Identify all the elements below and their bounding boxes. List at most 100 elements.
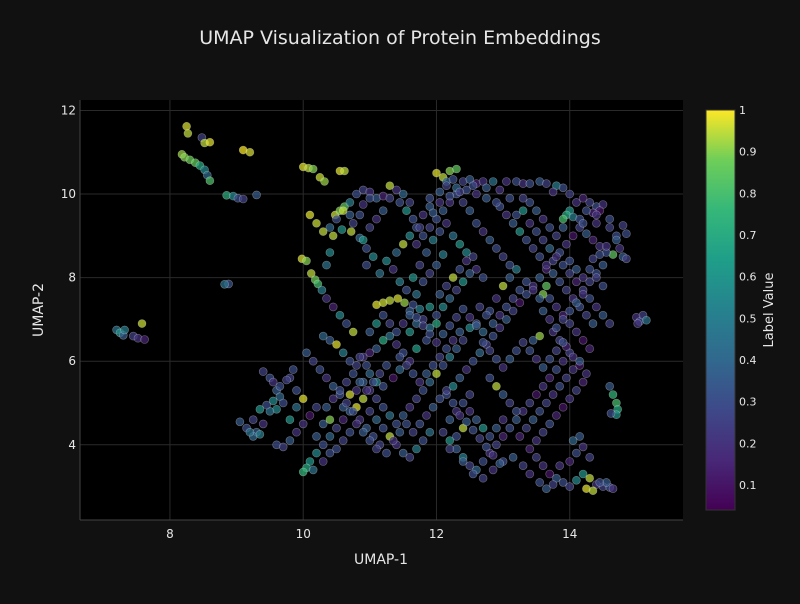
data-point	[545, 419, 555, 429]
data-point	[472, 264, 481, 274]
data-point	[275, 392, 285, 402]
data-point	[588, 235, 598, 245]
data-point	[318, 457, 328, 466]
data-point	[512, 210, 521, 220]
data-point	[352, 386, 361, 395]
data-point	[488, 450, 498, 460]
data-point	[578, 193, 588, 203]
data-point	[345, 210, 355, 220]
data-point	[442, 181, 451, 190]
data-point	[445, 321, 455, 331]
data-point	[418, 436, 428, 445]
data-point	[606, 409, 616, 418]
data-point	[492, 244, 501, 253]
data-point	[245, 427, 255, 437]
data-point	[558, 356, 568, 366]
data-point	[458, 335, 468, 345]
data-point	[298, 419, 308, 429]
data-point	[468, 425, 478, 435]
y-tick-labels: 4 6 8 10 12	[61, 103, 76, 451]
data-point	[338, 206, 348, 215]
data-point	[512, 346, 521, 356]
axes	[79, 100, 683, 521]
data-point	[255, 404, 265, 414]
data-point	[568, 352, 578, 362]
data-point	[455, 327, 465, 337]
data-point	[495, 185, 505, 195]
data-point	[512, 264, 521, 274]
data-point	[435, 187, 445, 197]
data-point	[518, 338, 528, 347]
data-point	[532, 206, 541, 215]
data-point	[352, 419, 361, 429]
data-point	[372, 394, 381, 404]
data-point	[393, 294, 403, 303]
data-point	[425, 329, 435, 339]
data-point	[388, 264, 398, 274]
data-point	[568, 436, 578, 445]
colorbar-title: Label Value	[762, 273, 777, 348]
data-point	[615, 244, 625, 253]
data-point	[425, 427, 435, 437]
data-point	[358, 427, 368, 437]
data-point	[298, 467, 308, 477]
data-point	[368, 252, 378, 262]
data-point	[235, 417, 245, 427]
data-point	[495, 323, 505, 333]
x-tick-label: 10	[296, 527, 311, 541]
data-point	[478, 473, 488, 483]
data-point	[448, 175, 458, 184]
data-point	[588, 254, 598, 264]
data-point	[362, 386, 371, 395]
data-point	[545, 373, 555, 383]
data-point	[395, 277, 405, 287]
data-point	[438, 427, 448, 437]
data-point	[388, 373, 398, 383]
data-point	[402, 419, 411, 429]
data-point	[278, 442, 288, 452]
data-point	[317, 285, 327, 295]
data-point	[355, 377, 365, 387]
data-point	[555, 277, 565, 287]
data-point	[505, 423, 515, 433]
data-point	[472, 219, 481, 228]
data-point	[548, 390, 558, 399]
data-point	[495, 459, 505, 468]
data-point	[455, 187, 465, 197]
data-point	[545, 315, 555, 324]
data-point	[378, 381, 388, 391]
data-point	[622, 229, 631, 238]
data-point	[348, 219, 358, 228]
data-point	[425, 223, 435, 232]
data-point	[365, 436, 375, 445]
data-point	[498, 390, 508, 399]
data-point	[465, 269, 475, 278]
data-point	[575, 356, 585, 366]
data-point	[462, 417, 471, 427]
data-point	[365, 327, 375, 337]
data-point	[552, 411, 561, 420]
data-point	[335, 386, 345, 395]
data-point	[455, 239, 465, 249]
data-point	[505, 193, 515, 203]
data-point	[492, 423, 501, 433]
data-point	[465, 461, 475, 471]
data-point	[478, 327, 488, 337]
data-point	[558, 214, 568, 224]
data-point	[538, 427, 548, 437]
data-point	[375, 369, 385, 379]
data-point	[395, 352, 405, 362]
data-point	[605, 381, 615, 391]
data-point	[542, 260, 551, 270]
data-point	[302, 348, 311, 358]
data-point	[412, 344, 421, 354]
data-point	[328, 302, 338, 312]
data-point	[542, 179, 551, 188]
data-point	[532, 452, 541, 462]
data-point	[245, 147, 255, 157]
data-point	[478, 423, 488, 433]
data-point	[452, 285, 461, 295]
data-point	[502, 177, 511, 186]
data-point	[572, 448, 581, 458]
data-point	[498, 415, 508, 425]
